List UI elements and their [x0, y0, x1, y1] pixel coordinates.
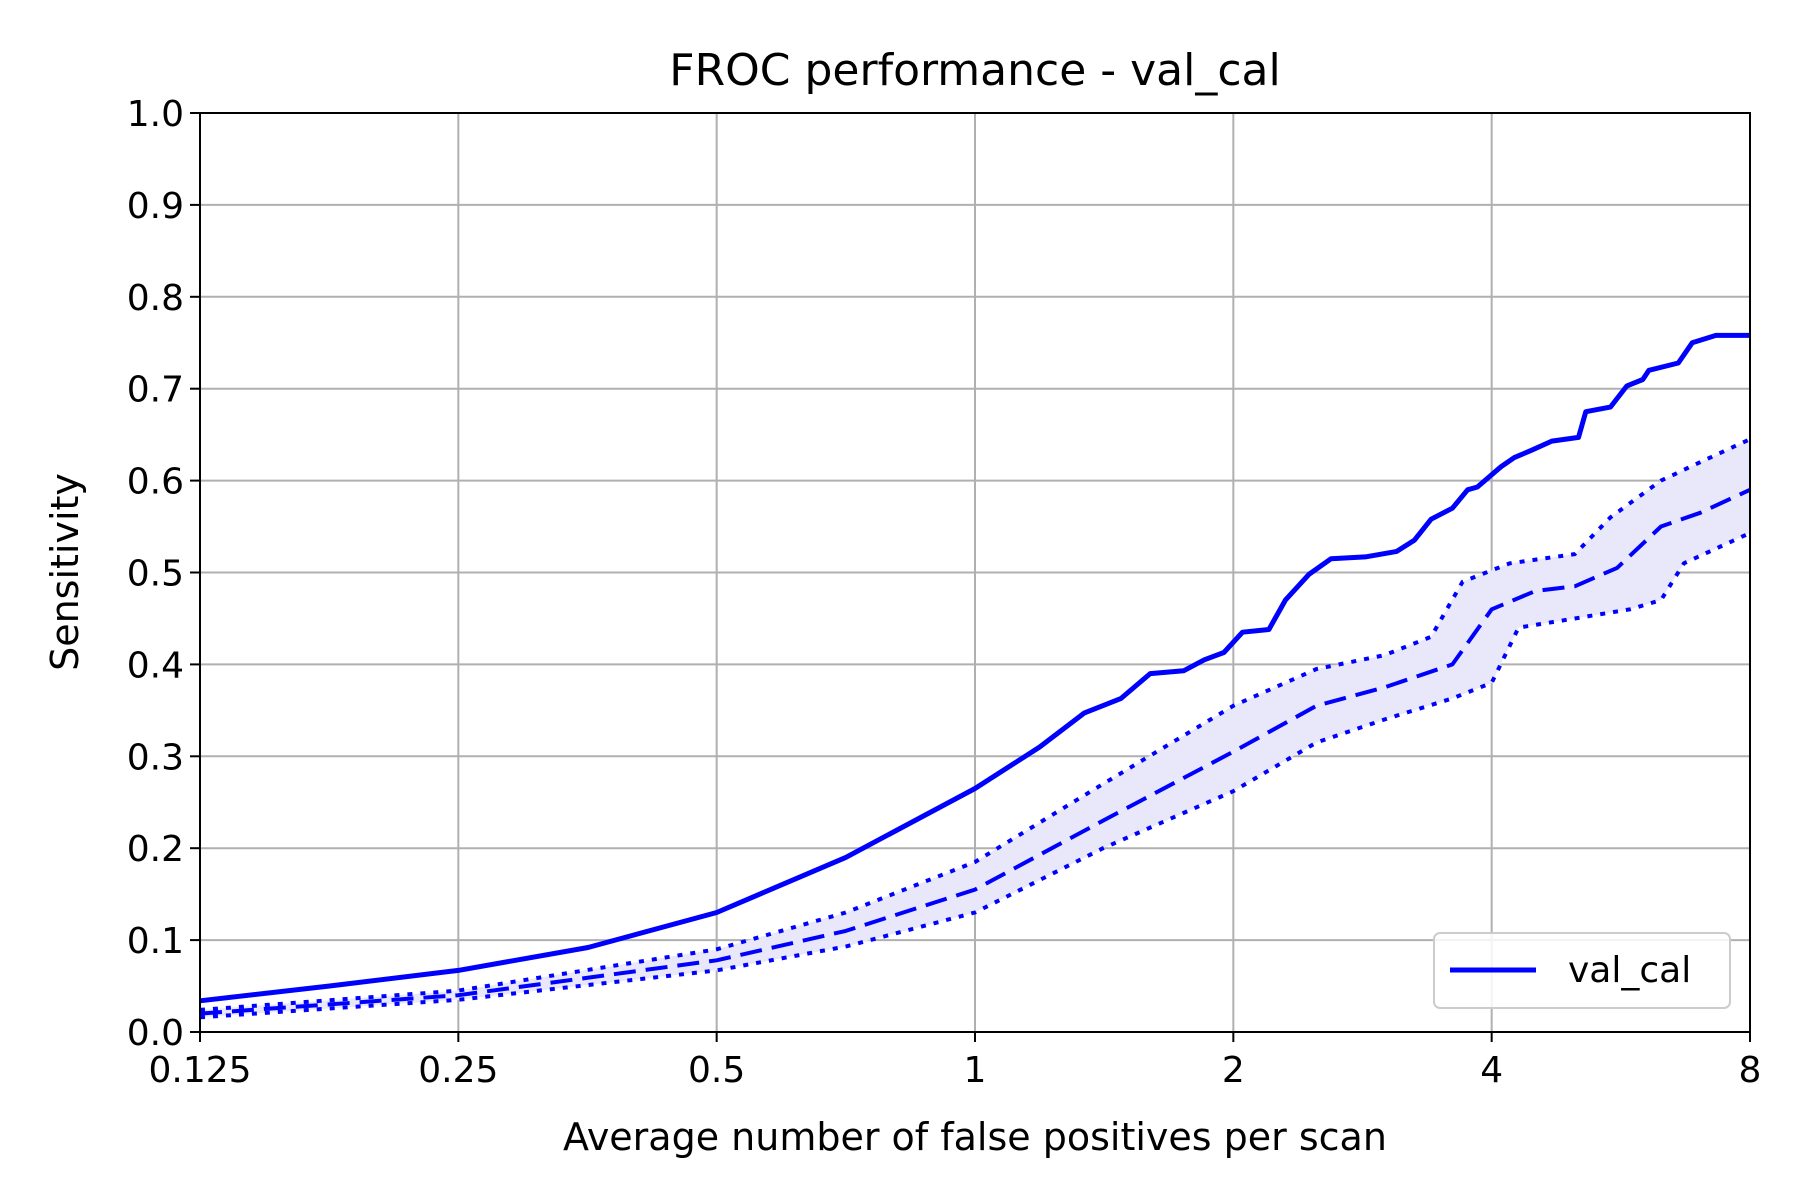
y-tick-label: 0.2	[127, 829, 184, 870]
y-tick-label: 0.4	[127, 645, 184, 686]
series-line-mean-dashed	[199, 487, 1751, 1016]
legend: val_cal	[1433, 932, 1731, 1009]
x-axis-ticks: 0.125 0.25 0.5 1 2 4 8	[148, 1032, 1761, 1091]
series-line-val-cal	[199, 332, 1750, 1004]
y-tick-label: 0.3	[127, 737, 184, 778]
x-tick-label: 2	[1222, 1050, 1245, 1091]
y-axis-title: Sensitivity	[43, 473, 87, 671]
series-lines	[199, 332, 1751, 1020]
x-tick-label: 0.125	[148, 1050, 251, 1091]
series-line-lower-dotted	[199, 531, 1751, 1020]
y-tick-label: 0.0	[127, 1013, 184, 1054]
y-tick-label: 0.1	[127, 921, 184, 962]
y-tick-label: 0.9	[127, 186, 184, 227]
x-tick-label: 0.25	[418, 1050, 498, 1091]
x-tick-label: 4	[1480, 1050, 1503, 1091]
y-tick-label: 0.5	[127, 554, 184, 595]
confidence-band	[200, 439, 1750, 1018]
x-tick-label: 8	[1739, 1050, 1762, 1091]
x-tick-label: 1	[964, 1050, 987, 1091]
legend-box	[1433, 932, 1731, 1009]
legend-label-val-cal: val_cal	[1568, 950, 1691, 991]
y-axis-ticks: 0.0 0.1 0.2 0.3 0.4 0.5 0.6 0.7 0.8 0.9 1.0	[127, 94, 200, 1054]
y-tick-label: 0.6	[127, 462, 184, 503]
y-tick-label: 1.0	[127, 94, 184, 135]
chart-title: FROC performance - val_cal	[669, 45, 1280, 96]
x-tick-label: 0.5	[688, 1050, 745, 1091]
y-tick-label: 0.7	[127, 370, 184, 411]
x-axis-title: Average number of false positives per sc…	[563, 1115, 1387, 1159]
y-tick-label: 0.8	[127, 278, 184, 319]
